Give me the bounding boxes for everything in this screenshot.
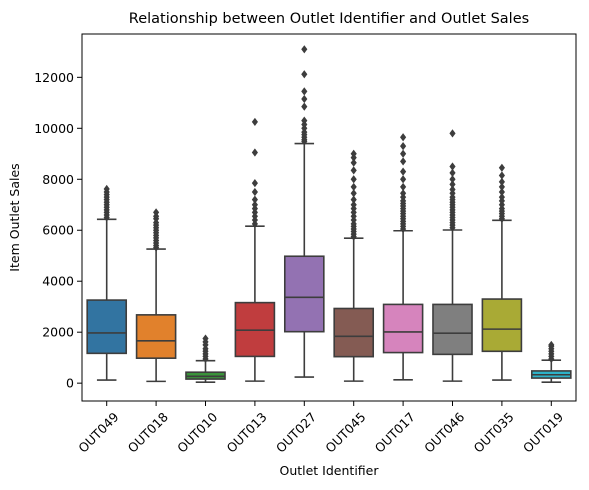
box-out035 [481,163,523,381]
outlier-point [350,149,357,158]
outlier-point [400,167,407,176]
x-tick-label: OUT013 [224,409,270,455]
outlier-point [301,116,308,125]
box-iqr [382,303,424,354]
y-axis-title: Item Outlet Sales [7,163,22,271]
outlier-point [449,175,456,184]
x-tick-label: OUT035 [471,409,517,455]
outlier-point [301,94,308,104]
outlier-point [449,129,456,138]
axes-frame [81,33,577,402]
outlier-point [498,163,505,172]
outlier-point [498,177,505,186]
outlier-point [498,187,505,197]
outlier-point [449,162,456,171]
x-tick-label: OUT027 [273,409,319,455]
outlier-point [103,184,110,194]
outlier-point [449,168,456,177]
y-axis-ticks: 0 2000 4000 6000 8000 10000 12000 [34,70,82,391]
x-tick-label: OUT045 [322,409,368,455]
outlier-point [350,158,357,167]
box-out045 [333,149,375,382]
y-tick-label: 12000 [34,70,74,85]
outlier-point [400,149,407,158]
outlier-point [301,45,308,54]
outlier-point [350,200,357,209]
outlier-point [400,189,407,198]
outlier-point [548,340,555,350]
outlier-point [350,175,357,184]
y-tick-label: 8000 [42,172,74,187]
box-out010 [185,334,226,383]
outlier-point [498,182,505,192]
outlier-point [498,171,505,180]
y-tick-label: 6000 [42,223,74,238]
box-iqr [135,314,177,359]
x-tick-label: OUT046 [421,409,467,455]
outlier-point [251,117,258,127]
x-tick-label: OUT049 [75,409,121,455]
box-out046 [432,129,473,382]
outlier-point [251,200,258,209]
outlier-point [498,193,505,202]
box-iqr [86,299,128,355]
y-tick-label: 4000 [42,274,74,289]
box-iqr [481,298,523,353]
x-axis-title: Outlet Identifier [279,463,379,478]
y-tick-label: 10000 [34,121,74,136]
outlier-point [400,133,407,142]
plot-area [86,45,572,383]
outlier-point [202,334,209,343]
box-out017 [382,133,424,381]
outlier-point [400,157,407,166]
outlier-point [350,166,357,175]
outlier-point [251,148,258,157]
outlier-point [251,195,258,204]
outlier-point [251,187,258,197]
box-out013 [234,117,276,382]
x-tick-label: OUT019 [520,409,566,455]
outlier-point [301,70,308,79]
outlier-point [301,102,308,111]
box-out019 [530,340,572,383]
outlier-point [449,185,456,194]
outlier-point [400,182,407,192]
box-out018 [135,208,177,383]
outlier-point [350,182,357,192]
outlier-point [400,175,407,184]
outlier-point [449,180,456,189]
outlier-point [350,195,357,204]
box-out049 [86,184,128,381]
box-iqr [333,307,375,358]
y-tick-label: 2000 [42,325,74,340]
outlier-point [400,142,407,151]
outlier-point [301,87,308,96]
chart-title: Relationship between Outlet Identifier a… [129,11,529,27]
x-tick-label: OUT017 [372,409,418,455]
box-iqr [283,255,325,333]
box-iqr [432,303,473,356]
y-tick-label: 0 [66,376,74,391]
box-out027 [283,45,325,378]
x-axis-ticks: OUT049 OUT018 OUT010 OUT013 OUT027 OUT045 OUT0… [75,401,566,456]
outlier-point [251,178,258,188]
outlier-point [350,189,357,198]
x-tick-label: OUT018 [125,409,171,455]
x-tick-label: OUT010 [174,409,220,455]
outlier-point [153,208,160,217]
